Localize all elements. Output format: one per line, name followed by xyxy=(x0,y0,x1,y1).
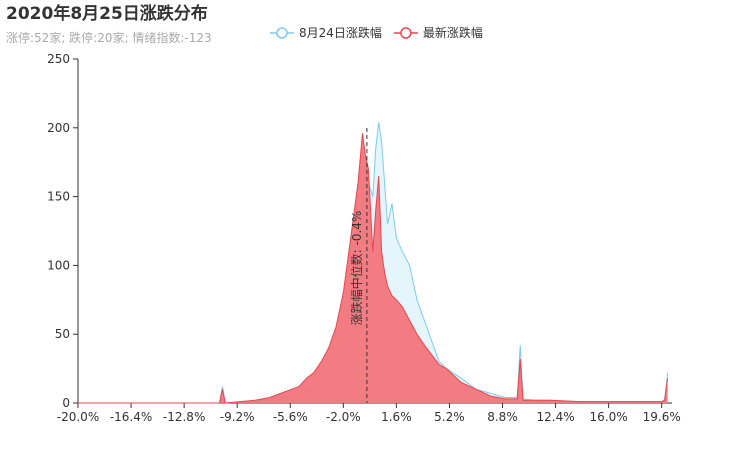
area-fill xyxy=(78,133,668,404)
legend-label: 最新涨跌幅 xyxy=(423,25,483,40)
chart-title: 2020年8月25日涨跌分布 xyxy=(6,3,208,24)
x-tick-label: -16.4% xyxy=(110,410,152,424)
x-tick-label: 5.2% xyxy=(434,410,465,424)
x-tick-label: 19.6% xyxy=(643,410,681,424)
y-tick-label: 100 xyxy=(47,258,70,272)
x-tick-label: -2.0% xyxy=(326,410,361,424)
y-tick-label: 150 xyxy=(47,190,70,204)
legend-icon xyxy=(400,27,412,39)
x-tick-label: -20.0% xyxy=(57,410,99,424)
chart-subtitle: 涨停:52家; 跌停:20家; 情绪指数:-123 xyxy=(6,30,212,45)
x-tick-label: 12.4% xyxy=(536,410,574,424)
y-tick-label: 50 xyxy=(55,327,70,341)
legend: 8月24日涨跌幅 最新涨跌幅 xyxy=(270,25,483,40)
x-tick-label: -12.8% xyxy=(163,410,205,424)
x-tick-label: 1.6% xyxy=(381,410,412,424)
median-label: 涨跌幅中位数: -0.4% xyxy=(349,211,364,326)
legend-icon xyxy=(276,27,288,39)
x-tick-label: 8.8% xyxy=(487,410,518,424)
x-tick-label: -5.6% xyxy=(273,410,308,424)
x-tick-label: 16.0% xyxy=(590,410,628,424)
y-tick-label: 250 xyxy=(47,52,70,66)
y-tick-label: 0 xyxy=(62,396,70,410)
x-tick-label: -9.2% xyxy=(220,410,255,424)
legend-label: 8月24日涨跌幅 xyxy=(299,25,382,40)
y-tick-label: 200 xyxy=(47,121,70,135)
series-line xyxy=(78,133,669,404)
